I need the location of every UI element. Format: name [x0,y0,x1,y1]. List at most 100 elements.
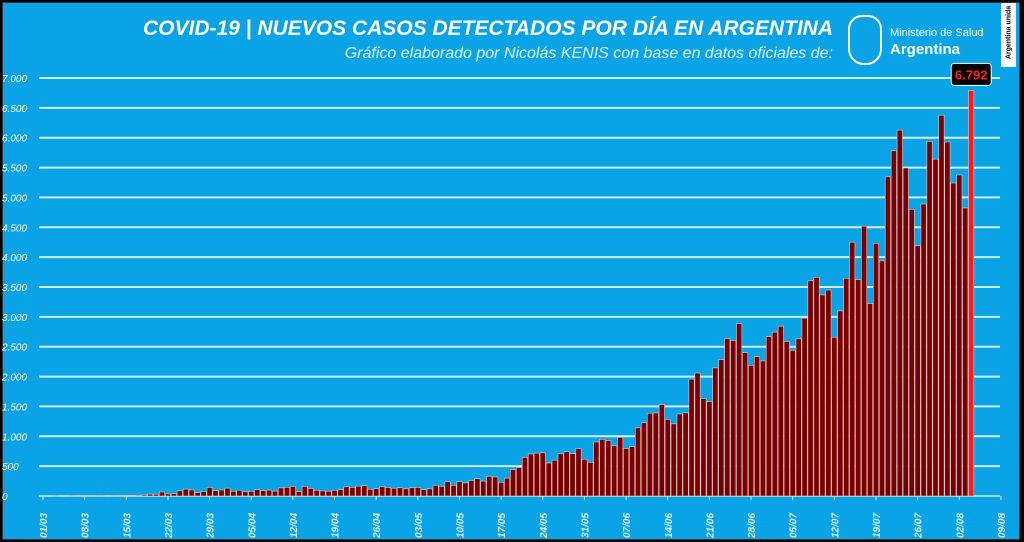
bar [331,489,338,497]
bar [486,475,493,497]
bar [962,207,969,497]
bar [926,141,933,497]
bar [533,452,540,497]
bar [944,141,951,497]
bar [456,481,463,497]
bar [272,490,279,497]
argentina-unida-badge: Argentina unida [1001,3,1016,67]
x-tick-label: 26/07 [914,513,925,539]
x-tick-label: 01/03 [39,513,50,538]
bar [664,419,671,497]
bar [170,493,177,497]
bar [795,338,802,497]
bar [676,413,683,497]
bar [658,404,665,497]
bar [605,440,612,497]
x-tick-label: 29/03 [206,513,217,539]
bar [783,341,790,497]
bar [617,437,624,497]
bar [938,114,945,497]
bar [367,489,374,497]
bar [397,487,403,497]
x-tick-label: 05/04 [247,513,258,538]
bar [289,486,296,497]
y-tick-label: 3.000 [2,313,27,324]
bar [295,491,302,497]
bar [462,482,469,497]
bar [516,467,522,497]
bar [141,494,148,497]
bar [611,445,618,497]
x-tick-label: 14/06 [664,513,675,538]
bar [956,174,963,497]
bar [188,489,195,497]
bar [135,494,142,497]
bar [260,490,267,497]
bar [700,398,707,497]
bar [635,427,641,497]
bar [718,359,725,497]
coat-of-arms-icon [848,15,882,65]
bar [319,490,326,497]
bar [688,378,695,497]
highlight-label: 6.792 [955,67,988,82]
y-tick-label: 3.500 [2,283,27,294]
bar [623,448,630,497]
bar [652,412,659,497]
bar [670,423,677,497]
bar [117,495,124,497]
bar [569,453,576,497]
bar [575,448,582,497]
bar [242,491,249,497]
bar [593,441,600,497]
bar [736,323,743,497]
bar [599,439,606,497]
x-tick-label: 24/05 [539,513,550,539]
bar [206,486,213,497]
x-tick-label: 12/04 [289,513,300,538]
bar [878,260,885,497]
x-tick-label: 31/05 [580,513,591,538]
bar [236,489,243,497]
y-tick-label: 6.000 [2,134,27,145]
bar [640,422,647,497]
bar [950,182,957,497]
x-tick-label: 15/03 [122,513,133,538]
y-tick-label: 6.500 [2,104,27,115]
bar [159,491,165,497]
bar [539,452,546,497]
bar [896,129,903,497]
y-tick-label: 1.000 [2,432,27,443]
bar [861,225,868,497]
bar [248,490,255,497]
x-tick-label: 10/05 [456,513,467,538]
y-tick-label: 4.500 [2,223,27,234]
bar [153,493,160,497]
y-tick-label: 1.500 [2,402,27,413]
x-tick-label: 08/03 [81,513,92,538]
bar [373,488,380,497]
bar [343,486,350,497]
bar [754,356,760,497]
y-tick-label: 4.000 [2,253,27,264]
bar [504,477,511,497]
bar [920,203,927,497]
bar [908,208,915,497]
bar [176,490,183,497]
bar [771,331,778,497]
bar [212,490,219,497]
x-tick-label: 19/07 [872,513,883,538]
bar [194,492,201,497]
bar [521,457,528,497]
bar [129,495,136,497]
x-tick-label: 19/04 [331,513,342,538]
x-tick-label: 07/06 [622,513,633,538]
bar [581,458,588,497]
bar [283,487,290,497]
bar [855,279,862,497]
bar [254,489,261,497]
bar [825,289,832,497]
bar [873,243,879,497]
x-tick-label: 17/05 [497,513,508,538]
bar [123,495,130,497]
